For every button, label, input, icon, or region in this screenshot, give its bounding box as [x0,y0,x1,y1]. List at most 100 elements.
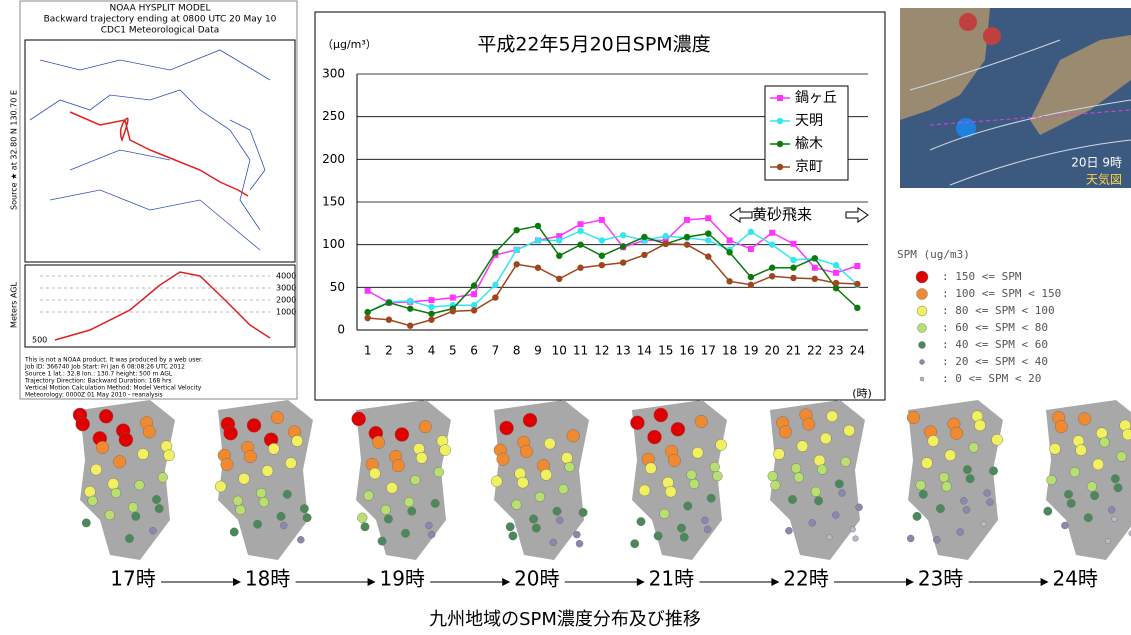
spm-legend-dot [920,360,925,365]
y-tick-label: 300 [322,67,345,81]
point [790,257,796,263]
spm-dot [99,409,113,423]
x-tick-label: 2 [385,344,393,358]
spm-dot [645,463,656,474]
hysplit-footer: This is not a NOAA product. It was produ… [24,357,203,364]
spm-dot [247,418,261,432]
spm-dot [1096,428,1107,439]
page: {"chart_data":{"type":"line","title":"平成… [0,0,1131,635]
spm-dot [384,515,392,523]
spm-dot [936,504,944,512]
spm-dot [357,513,367,523]
spm-dot [113,456,126,469]
point [365,288,371,294]
spm-legend-dot [916,271,928,283]
spm-dot [579,508,587,516]
x-tick-label: 21 [786,344,801,358]
point [407,323,413,329]
spm-dot [841,457,851,467]
point [492,249,498,255]
spm-dot [631,540,639,548]
spm-dot [811,487,821,497]
point [641,234,647,240]
spm-dot [1084,514,1092,522]
spm-dot [283,490,291,498]
spm-dot [768,471,778,481]
point [854,263,860,269]
spm-legend-label: : 40 <= SPM < 60 [942,338,1048,351]
point [556,237,562,243]
spm-dot [963,465,971,473]
point [684,217,690,223]
map-label: 天気図 [1086,172,1122,187]
spm-dot [128,502,138,512]
spm-legend-dot [920,377,924,381]
spm-dot [137,448,148,459]
spm-dot [1112,516,1118,522]
point [705,215,711,221]
legend-marker [777,164,783,170]
spm-dot [689,479,699,489]
point [705,230,711,236]
x-tick-label: 1 [364,344,372,358]
spm-legend-dot [918,324,927,333]
spm-dot [916,480,926,490]
point [513,261,519,267]
point [492,282,498,288]
spm-dot [556,517,563,524]
spm-legend-label: : 80 <= SPM < 100 [942,304,1055,317]
spm-dot [963,506,970,513]
point [790,241,796,247]
point [471,291,477,297]
spm-legend-label: : 20 <= SPM < 40 [942,355,1048,368]
x-tick-label: 5 [449,344,457,358]
spm-dot [1087,482,1097,492]
y-tick-label: 150 [322,195,345,209]
time-label: 22時 [783,567,828,591]
point [790,265,796,271]
x-tick-label: 11 [573,344,588,358]
spm-dot [853,536,859,542]
spm-dot [716,439,727,450]
height-label: 4000 [276,272,296,281]
point [513,247,519,253]
spm-dot [654,408,668,422]
spm-dot [215,481,226,492]
point [471,282,477,288]
spm-dot [1055,420,1068,433]
time-label: 18時 [245,567,290,591]
point [833,262,839,268]
spm-dot [794,473,804,483]
figure: 平成22年5月20日SPM濃度 （μg/m³） (時) 黄砂飛来 20日 9時 … [0,0,1131,635]
spm-dot [1076,445,1087,456]
spm-dot [565,462,575,472]
spm-dot [1108,506,1115,513]
spm-dot [986,499,993,506]
point [599,217,605,223]
x-tick-label: 19 [743,344,758,358]
height-label: 2000 [276,296,296,305]
hysplit-footer: Vertical Motion Calculation Method: Mode… [25,385,202,392]
point [428,304,434,310]
point [428,317,434,323]
spm-dot [919,490,927,498]
spm-legend-dot [917,289,928,300]
point [428,311,434,317]
spm-dot [285,458,296,469]
x-tick-label: 18 [722,344,737,358]
height-axis-label: Meters AGL [10,282,19,328]
legend-marker [777,141,783,147]
spm-dot [950,427,963,440]
spm-dot [544,438,555,449]
point [364,315,370,321]
point [705,237,711,243]
spm-dot [707,494,715,502]
point [386,299,392,305]
spm-dot [771,480,781,490]
spm-dot [143,426,156,439]
spm-dot [827,534,833,540]
point [407,305,413,311]
x-tick-label: 23 [828,344,843,358]
spm-legend-label: : 60 <= SPM < 80 [942,321,1048,334]
hysplit-footer: Trajectory Direction: Backward Duration:… [24,378,172,385]
